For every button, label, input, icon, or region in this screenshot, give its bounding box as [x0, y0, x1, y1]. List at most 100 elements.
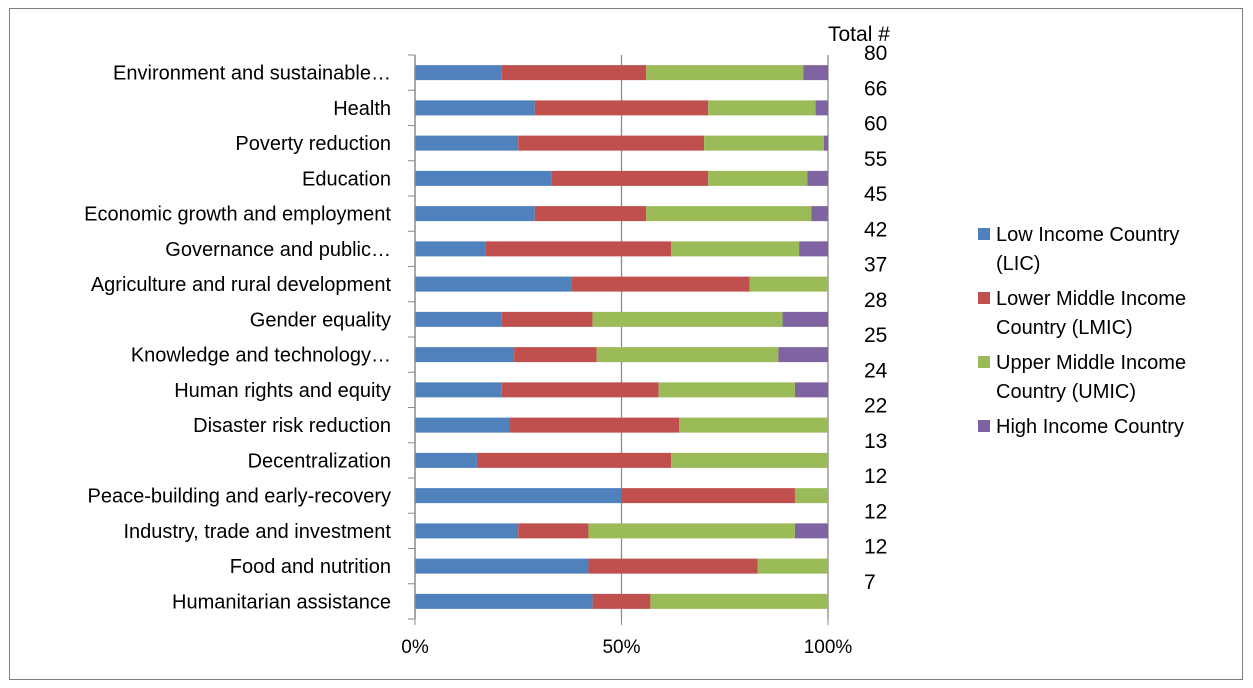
bar-segment [588, 558, 758, 574]
bar-segment [782, 311, 828, 327]
bar-segment [534, 206, 647, 222]
x-tick-label: 0% [401, 637, 429, 658]
bar-segment [415, 558, 589, 574]
bar-segment [415, 593, 593, 609]
bar-segment [588, 523, 795, 539]
axes: 0% 50% 100% [401, 54, 853, 658]
total-count: 12 [864, 536, 887, 559]
legend-label: Upper Middle Income Country (UMIC) [996, 352, 1186, 403]
bar-segment [514, 347, 597, 363]
bar-segment [485, 241, 672, 257]
totals-header: Total # [828, 23, 890, 46]
category-label: Governance and public… [165, 239, 391, 261]
bar-segment [749, 276, 828, 292]
bar-segment [534, 100, 709, 116]
bar-segment [794, 488, 828, 504]
total-count: 66 [864, 77, 887, 100]
bar-segment [518, 523, 589, 539]
category-label: Gender equality [250, 309, 391, 331]
total-count: 13 [864, 430, 887, 453]
bar-segment [415, 311, 502, 327]
total-count: 80 [864, 42, 887, 65]
totals-column: Total # 80 66 60 55 45 42 37 28 25 24 22 13 12 12 12 7 [828, 23, 890, 594]
bar-segment [646, 206, 812, 222]
bar-segment [803, 65, 828, 81]
bar-segment [592, 593, 651, 609]
bar-segment [823, 135, 828, 151]
category-label: Human rights and equity [174, 380, 391, 402]
bar-segment [596, 347, 779, 363]
bar-segment [415, 206, 535, 222]
bar-segment [551, 170, 709, 186]
bar-segment [704, 135, 824, 151]
bar-segment [757, 558, 828, 574]
bar-segment [799, 241, 828, 257]
total-count: 22 [864, 395, 887, 418]
bar-segment [671, 241, 800, 257]
category-label: Poverty reduction [235, 133, 391, 155]
bar-segment [671, 452, 828, 468]
category-label: Food and nutrition [230, 556, 391, 578]
bar-segment [415, 417, 510, 433]
stacked-bar-chart: 0% 50% 100% Environment and sustainable… He… [84, 23, 1186, 658]
total-count: 24 [864, 359, 888, 382]
legend-swatch [978, 356, 990, 368]
bar-segment [811, 206, 828, 222]
bar-segment [621, 488, 795, 504]
total-count: 60 [864, 113, 887, 136]
category-label: Health [333, 98, 391, 120]
total-count: 7 [864, 571, 876, 594]
category-label: Humanitarian assistance [172, 591, 391, 613]
category-label: Decentralization [248, 450, 391, 472]
legend-label: Lower Middle Income Country (LMIC) [996, 288, 1186, 339]
category-labels: Environment and sustainable… Health Povert… [84, 63, 391, 614]
bar-segment [415, 135, 519, 151]
category-label: Industry, trade and investment [123, 521, 391, 543]
bar-segment [571, 276, 750, 292]
total-count: 25 [864, 324, 887, 347]
bar-segment [415, 241, 486, 257]
x-tick-label: 50% [602, 637, 640, 658]
legend-swatch [978, 420, 990, 432]
category-label: Environment and sustainable… [113, 63, 391, 85]
bar-segment [650, 593, 828, 609]
bar-segment [794, 523, 828, 539]
x-tick-label: 100% [804, 637, 853, 658]
legend-label: Low Income Country (LIC) [996, 224, 1179, 275]
bar-segment [415, 488, 622, 504]
bar-segment [476, 452, 672, 468]
total-count: 45 [864, 183, 887, 206]
bar-segment [501, 382, 659, 398]
chart-frame: 0% 50% 100% Environment and sustainable… He… [9, 8, 1243, 680]
bar-segment [518, 135, 705, 151]
bar-segment [415, 452, 477, 468]
legend-label: High Income Country [996, 416, 1184, 438]
bar-segment [509, 417, 680, 433]
bar-segment [778, 347, 828, 363]
category-label: Economic growth and employment [84, 204, 391, 226]
bar-segment [501, 311, 593, 327]
bar-segment [501, 65, 647, 81]
total-count: 28 [864, 289, 887, 312]
bar-segment [646, 65, 804, 81]
bar-segment [807, 170, 828, 186]
category-label: Education [302, 168, 391, 190]
legend: Low Income Country (LIC) Lower Middle Inco… [978, 224, 1186, 438]
legend-swatch [978, 228, 990, 240]
bar-segment [592, 311, 783, 327]
bar-segment [794, 382, 828, 398]
bar-segment [679, 417, 828, 433]
bar-segment [815, 100, 828, 116]
total-count: 37 [864, 254, 887, 277]
bar-segment [415, 523, 519, 539]
bars [415, 65, 828, 609]
bar-segment [415, 170, 552, 186]
bar-segment [415, 100, 535, 116]
total-count: 42 [864, 218, 887, 241]
bar-segment [708, 100, 816, 116]
total-count: 12 [864, 465, 887, 488]
category-label: Disaster risk reduction [193, 415, 391, 437]
total-count: 12 [864, 500, 887, 523]
bar-segment [415, 276, 572, 292]
category-label: Knowledge and technology… [131, 345, 391, 367]
